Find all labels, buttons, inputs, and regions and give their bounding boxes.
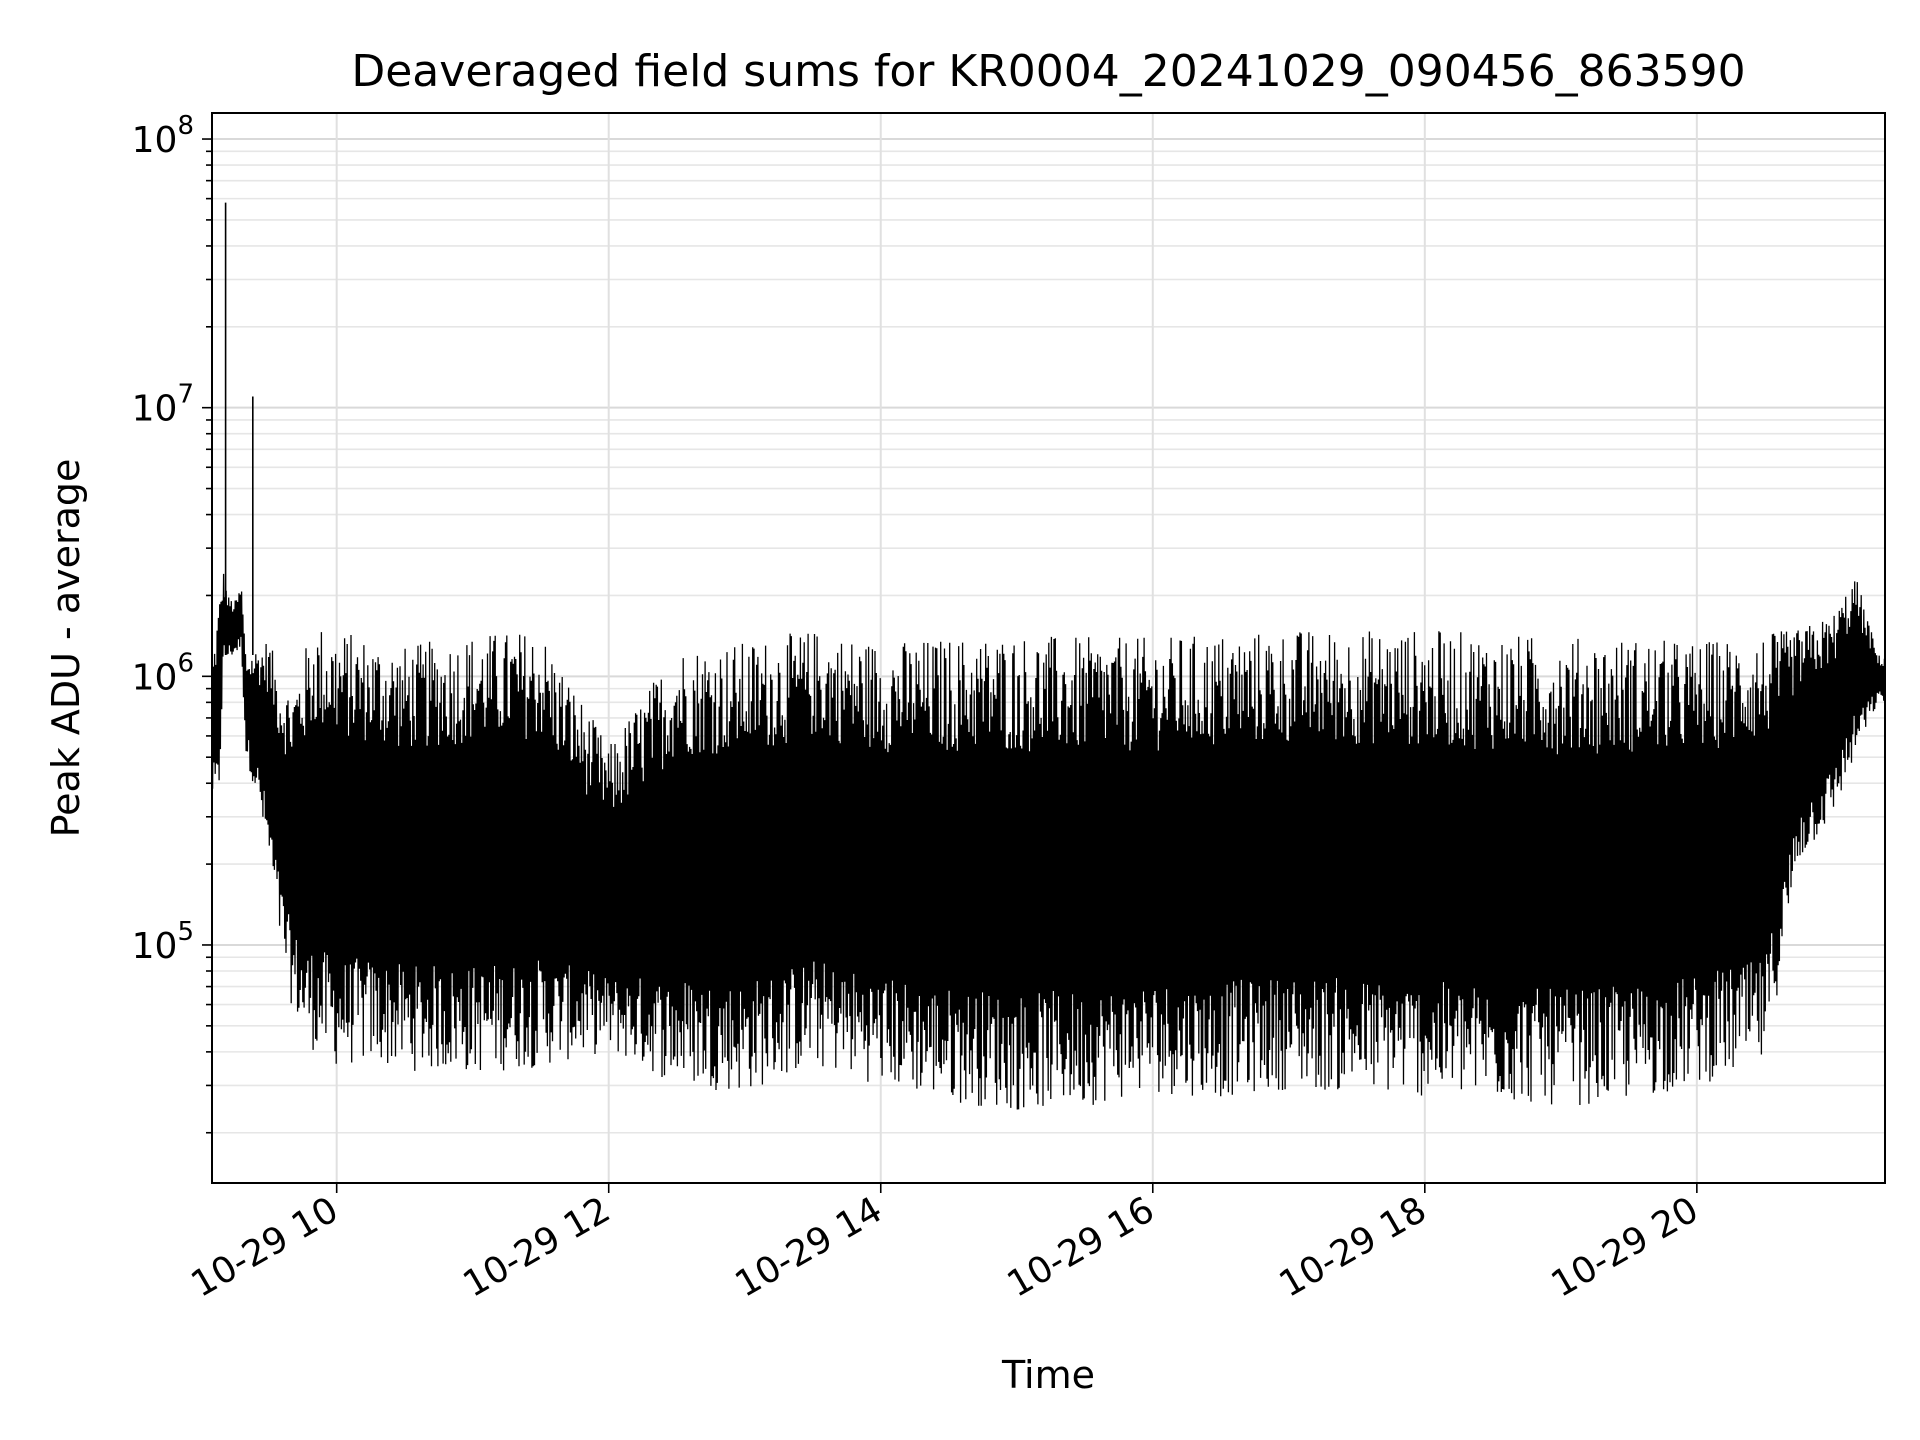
data-series [211,202,1886,1110]
y-axis-label: Peak ADU - average [44,459,88,838]
chart-title: Deaveraged field sums for KR0004_2024102… [351,46,1745,97]
y-tick-label: 106 [132,648,194,698]
x-axis-label: Time [1001,1353,1095,1397]
y-tick-label: 105 [132,917,194,967]
series-line [211,573,1886,1110]
y-tick-label: 108 [132,111,194,161]
y-tick-label: 107 [132,380,194,430]
plot-frame [211,112,1886,1184]
